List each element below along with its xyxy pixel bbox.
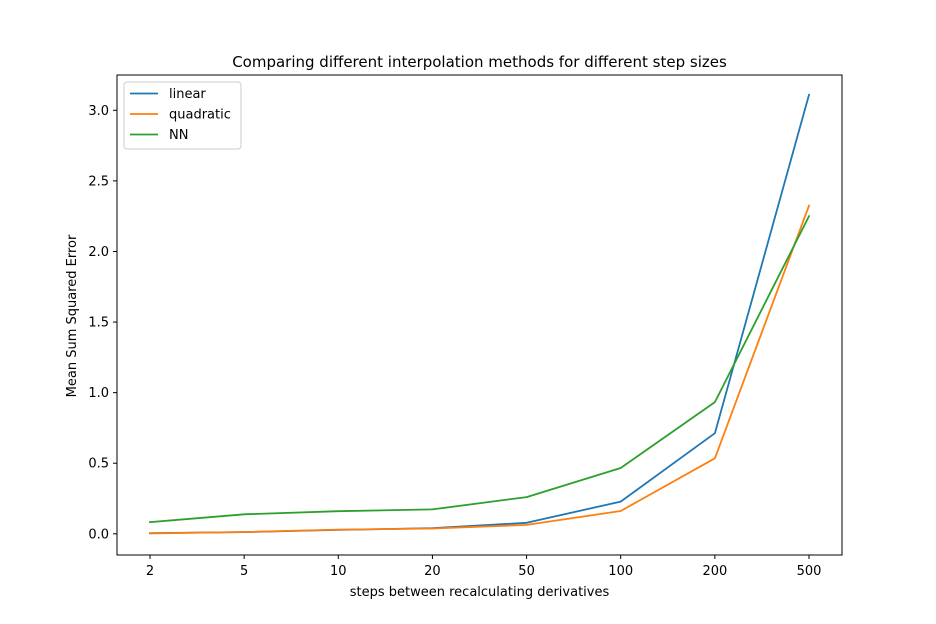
- x-axis-label: steps between recalculating derivatives: [350, 585, 610, 600]
- plot-frame: [116, 74, 843, 556]
- y-tick-label: 1.0: [88, 386, 109, 401]
- legend-box: [123, 81, 242, 150]
- y-tick-label: 1.5: [88, 316, 109, 331]
- x-tick-label: 100: [608, 564, 633, 579]
- series-line-quadratic: [149, 204, 811, 535]
- x-tick-label: 200: [702, 564, 727, 579]
- legend-label-quadratic: quadratic: [169, 108, 231, 123]
- legend-label-nn: NN: [169, 128, 188, 143]
- x-tick-label: 50: [518, 564, 535, 579]
- y-axis-label: Mean Sum Squared Error: [65, 234, 80, 397]
- plot-area: [116, 74, 843, 556]
- series-line-nn: [149, 214, 811, 524]
- y-tick-label: 0.0: [88, 527, 109, 542]
- y-tick-label: 2.5: [88, 174, 109, 189]
- x-axis: 2 5 10 20 50 100 200 500: [146, 555, 822, 579]
- y-tick-label: 0.5: [88, 457, 109, 472]
- legend-label-linear: linear: [169, 87, 206, 102]
- x-tick-label: 500: [797, 564, 822, 579]
- legend: linear quadratic NN: [123, 81, 242, 150]
- x-tick-label: 5: [240, 564, 248, 579]
- x-tick-label: 20: [424, 564, 441, 579]
- x-tick-label: 2: [146, 564, 154, 579]
- y-tick-label: 3.0: [88, 104, 109, 119]
- y-axis: 0.0 0.5 1.0 1.5 2.0 2.5 3.0: [88, 104, 117, 542]
- series-line-linear: [149, 93, 811, 535]
- y-tick-label: 2.0: [88, 245, 109, 260]
- chart-title: Comparing different interpolation method…: [232, 53, 727, 71]
- x-tick-label: 10: [330, 564, 347, 579]
